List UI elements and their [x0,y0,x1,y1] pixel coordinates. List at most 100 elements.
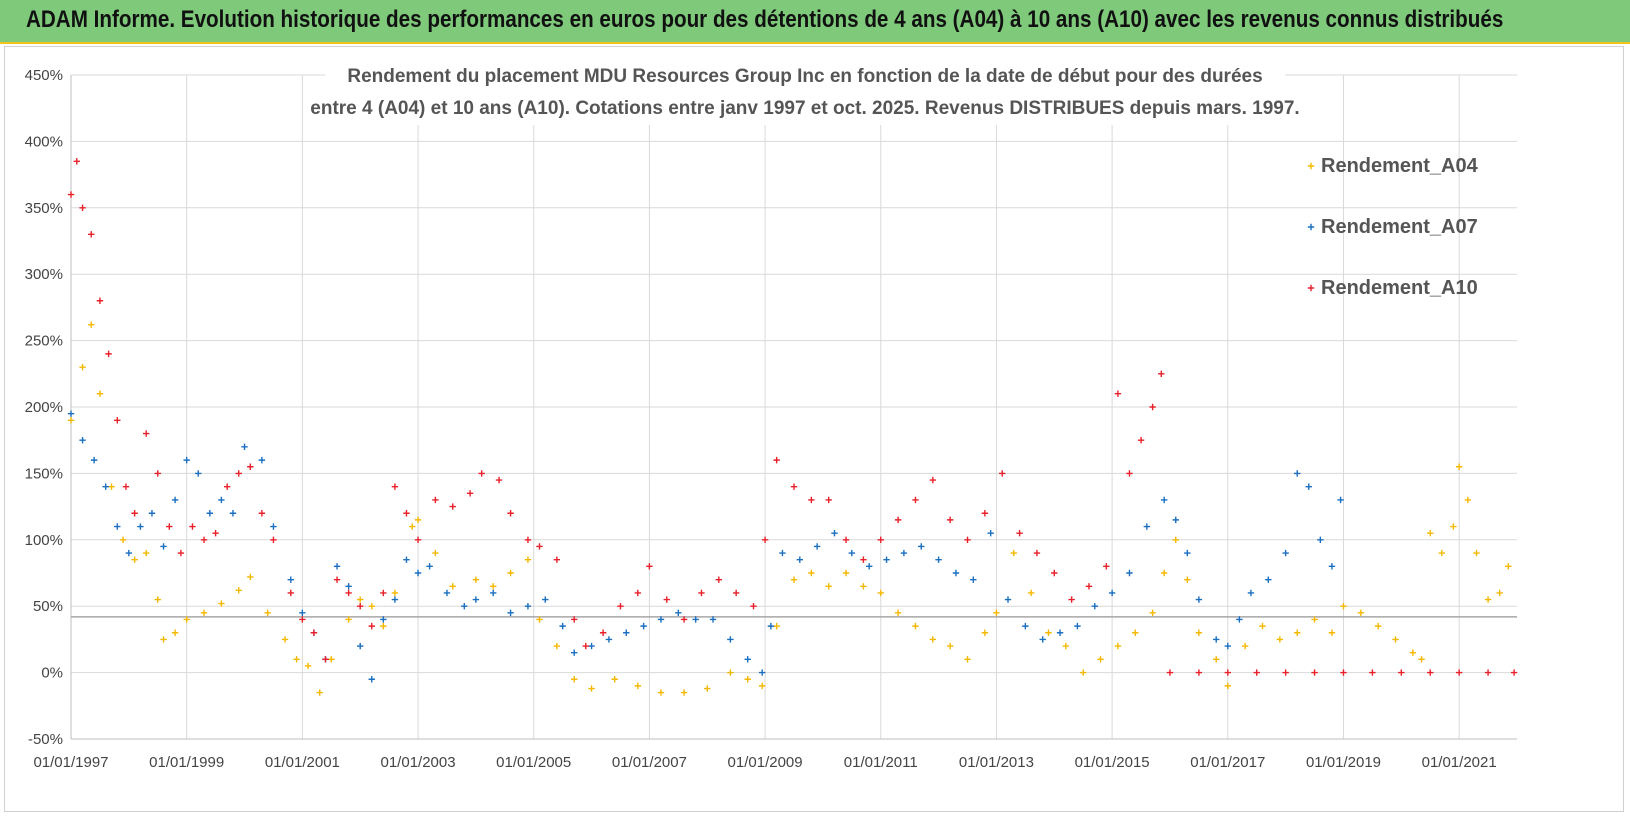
point-rendement-a10 [247,463,254,470]
point-rendement-a07 [391,596,399,603]
point-rendement-a07 [640,622,647,630]
point-rendement-a10 [732,589,740,597]
point-rendement-a10 [877,536,884,543]
point-rendement-a10 [67,191,75,198]
point-rendement-a10 [142,430,150,437]
point-rendement-a10-0 [1455,669,1463,676]
point-rendement-a04 [704,685,711,692]
y-tick-label: -50% [28,731,63,748]
point-rendement-a07 [935,556,942,563]
point-rendement-a07 [1247,589,1255,597]
point-rendement-a07 [195,470,202,477]
point-rendement-a04 [316,689,323,696]
point-rendement-a04 [432,549,439,557]
point-rendement-a04 [1080,669,1087,676]
point-rendement-a07 [623,629,630,636]
point-rendement-a04 [1473,549,1480,557]
point-rendement-a07 [727,636,734,643]
point-rendement-a04 [247,573,254,581]
y-tick-label: 300% [25,266,63,283]
point-rendement-a10 [1103,563,1110,570]
point-rendement-a10 [235,470,242,477]
point-rendement-a07 [333,563,341,570]
point-rendement-a07 [507,609,514,617]
point-rendement-a04 [1097,656,1104,663]
point-rendement-a07 [1213,636,1220,643]
point-rendement-a10 [177,549,185,557]
point-rendement-a10 [536,543,543,550]
point-rendement-a10 [495,476,503,484]
point-rendement-a07 [571,649,578,656]
point-rendement-a10 [391,483,399,490]
point-rendement-a04 [391,589,399,597]
point-rendement-a07 [1143,523,1151,530]
point-rendement-a07 [368,676,375,683]
point-rendement-a04 [1276,636,1284,643]
chart-title-background [325,59,1285,125]
point-rendement-a07 [883,556,890,563]
x-tick-label: 01/01/2019 [1306,754,1381,771]
legend-marker-rendement-a07 [1307,223,1315,231]
point-rendement-a10 [88,231,95,238]
point-rendement-a10 [466,490,474,497]
point-rendement-a07 [90,456,98,464]
point-rendement-a10 [368,622,375,630]
point-rendement-a04 [409,523,416,530]
point-rendement-a04 [860,583,867,590]
gridlines [70,74,1517,740]
point-rendement-a07 [831,529,838,537]
point-rendement-a04 [680,689,688,696]
point-rendement-a10 [571,616,578,623]
point-rendement-a04 [744,676,751,683]
point-rendement-a10 [1114,390,1122,397]
point-rendement-a07 [987,529,994,537]
point-rendement-a04 [293,656,300,663]
performance-chart: -50% 0% 50% 100% 150% 200% 250% 300% 350% 400% 450… [25,59,1518,771]
point-rendement-a10 [825,496,832,504]
point-rendement-a04 [449,583,456,590]
point-rendement-a07 [443,589,451,597]
point-rendement-a07 [183,456,190,464]
x-tick-label: 01/01/2017 [1190,754,1265,771]
legend: Rendement_A04 Rendement_A07 Rendement_A10 [1321,155,1479,299]
point-rendement-a10 [357,603,364,610]
point-rendement-a04 [1374,622,1382,630]
y-tick-label: 150% [25,465,63,482]
point-rendement-a04 [380,622,387,630]
point-rendement-a07 [1294,470,1301,477]
point-rendement-a10 [1068,596,1075,603]
point-rendement-a07 [380,616,387,623]
point-rendement-a10-0 [1311,669,1318,676]
legend-label: Rendement_A07 [1321,216,1478,238]
point-rendement-a10 [999,470,1006,477]
axis-labels: -50% 0% 50% 100% 150% 200% 250% 300% 350% 400% 450… [25,67,1497,771]
y-tick-label: 0% [41,665,63,682]
y-tick-label: 450% [25,67,63,84]
point-rendement-a10 [223,483,231,490]
point-rendement-a10 [929,476,937,484]
point-rendement-a10 [790,483,798,490]
point-rendement-a07 [1126,569,1133,577]
point-rendement-a10-0 [1166,669,1174,676]
point-rendement-a07 [171,496,179,504]
point-rendement-a07 [1265,576,1272,583]
point-rendement-a04 [131,556,138,563]
point-rendement-a04 [1027,589,1035,597]
point-rendement-a04 [1184,576,1191,583]
x-tick-label: 01/01/2015 [1075,754,1150,771]
legend-marker-rendement-a10 [1307,284,1315,292]
point-rendement-a07 [813,543,821,550]
point-rendement-a07 [559,622,566,630]
report-header: ADAM Informe. Evolution historique des p… [0,0,1630,44]
legend-label: Rendement_A10 [1321,277,1478,299]
point-rendement-a04 [929,636,937,643]
point-rendement-a07 [970,576,977,583]
y-tick-label: 250% [25,333,63,350]
x-tick-label: 01/01/2011 [844,754,918,771]
point-rendement-a04 [304,662,312,670]
legend-marker-rendement-a04 [1307,162,1315,170]
point-rendement-a10-0 [1253,669,1260,676]
point-rendement-a04 [79,363,86,371]
point-rendement-a04 [1340,603,1347,610]
scatter-marks [67,158,1518,696]
